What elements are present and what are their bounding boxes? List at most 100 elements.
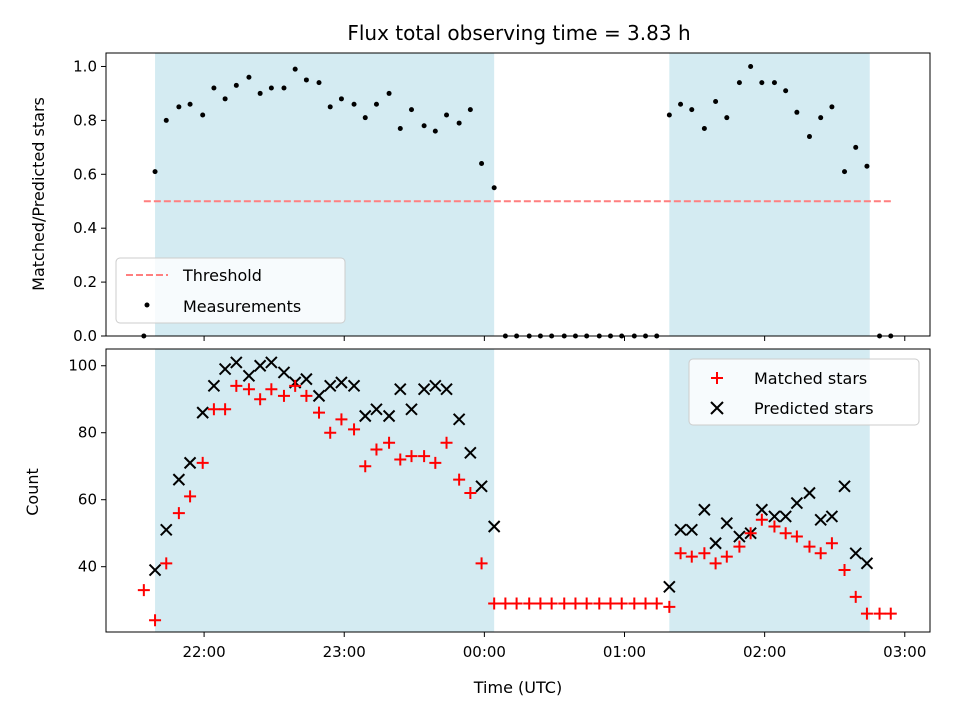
predicted-point: [779, 510, 792, 523]
predicted-point: [218, 362, 232, 376]
predicted-point: [790, 496, 804, 510]
predicted-point: [755, 503, 769, 516]
matched-point: [440, 436, 453, 449]
matched-point: [558, 597, 571, 610]
measurement-point: [222, 96, 228, 102]
measurement-point: [408, 107, 414, 113]
predicted-point: [838, 480, 851, 493]
matched-point: [196, 456, 209, 469]
matched-point: [873, 607, 886, 620]
measurement-point: [373, 101, 379, 107]
measurement-point: [864, 163, 870, 169]
predicted-point: [860, 557, 874, 570]
x-tick-label: 02:00: [743, 643, 786, 661]
matched-point: [803, 540, 816, 553]
predicted-point: [663, 580, 676, 593]
predicted-point: [172, 473, 186, 486]
measurement-point: [701, 125, 707, 131]
top-legend: Threshold Measurements: [115, 257, 346, 324]
predicted-point: [253, 359, 267, 372]
predicted-point: [312, 389, 326, 403]
matched-point: [615, 597, 628, 610]
bottom-shaded-interval: [155, 349, 495, 632]
matched-point: [207, 403, 220, 416]
predicted-point: [183, 456, 197, 470]
predicted-point: [335, 376, 348, 389]
measurement-point: [187, 101, 193, 107]
matched-point: [499, 597, 512, 610]
measurement-point: [292, 66, 298, 72]
matched-point: [464, 487, 477, 500]
top-y-tick-label: 0.6: [73, 165, 97, 183]
predicted-point: [207, 379, 221, 393]
measurement-point: [689, 107, 695, 113]
predicted-point: [347, 379, 361, 393]
x-tick-label: 01:00: [603, 643, 646, 661]
measurement-point: [491, 185, 497, 191]
matched-point: [755, 513, 768, 526]
measurement-point: [152, 169, 158, 175]
predicted-point: [370, 403, 383, 416]
matched-point: [137, 584, 150, 597]
measurement-point: [338, 96, 344, 102]
measurement-point: [467, 107, 473, 113]
matched-point: [277, 389, 290, 402]
measurement-point: [281, 85, 287, 91]
measurement-point: [456, 120, 462, 126]
top-y-tick-label: 0.2: [73, 273, 97, 291]
measurement-point: [771, 80, 777, 86]
measurement-point: [736, 80, 742, 86]
predicted-point: [359, 409, 372, 423]
measurement-point: [327, 104, 333, 110]
measurement-point: [783, 88, 789, 94]
matched-point: [429, 456, 442, 469]
predicted-point: [440, 382, 453, 396]
matched-point: [405, 450, 418, 463]
top-plot-frame: [105, 52, 931, 337]
matched-point: [335, 413, 348, 426]
top-y-axis-label: Matched/Predicted stars: [29, 97, 48, 291]
predicted-point: [277, 366, 291, 379]
matched-point: [219, 403, 232, 416]
matched-point: [790, 530, 803, 543]
matched-point: [394, 453, 407, 466]
matched-point: [545, 597, 558, 610]
predicted-point: [803, 486, 816, 500]
predicted-point: [242, 369, 256, 383]
predicted-point: [825, 510, 839, 523]
measurement-point: [432, 128, 438, 134]
matched-point: [663, 600, 676, 613]
measurement-point: [303, 77, 309, 83]
matched-point: [230, 379, 243, 392]
bottom-y-axis-label: Count: [23, 468, 42, 516]
measurement-point: [818, 115, 824, 121]
matched-point: [604, 597, 617, 610]
matched-point: [580, 597, 593, 610]
measurement-point: [362, 115, 368, 121]
matched-point: [313, 406, 326, 419]
matched-legend-swatch: [711, 372, 723, 384]
matched-point: [184, 490, 197, 503]
matched-point: [534, 597, 547, 610]
matched-point: [523, 597, 536, 610]
measurement-point: [246, 74, 252, 80]
matched-point: [370, 443, 383, 456]
matched-point: [825, 537, 838, 550]
measurement-point: [316, 80, 322, 86]
matched-point: [383, 436, 396, 449]
bottom-y-tick-label: 40: [78, 558, 97, 576]
measurement-point: [397, 125, 403, 131]
matched-point: [289, 379, 302, 392]
measurements-legend-swatch: [144, 302, 150, 308]
matched-point: [838, 564, 851, 577]
measurement-point: [351, 101, 357, 107]
predicted-point: [300, 372, 313, 386]
matched-point: [149, 614, 162, 627]
bottom-y-tick-label: 100: [68, 357, 97, 375]
bottom-y-tick-label: 80: [78, 424, 97, 442]
x-axis-label: Time (UTC): [473, 678, 562, 697]
measurement-point: [794, 109, 800, 115]
measurement-point: [257, 90, 263, 96]
predicted-point: [709, 537, 722, 550]
predicted-legend-swatch: [710, 401, 724, 415]
